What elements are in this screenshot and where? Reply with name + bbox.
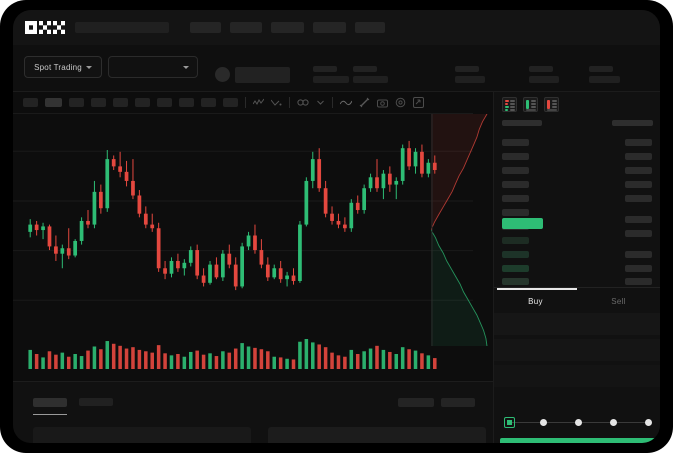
trade-tab-active-indicator bbox=[497, 288, 577, 290]
orderbook-ask-amount-3 bbox=[625, 167, 652, 174]
compare-icon[interactable] bbox=[271, 98, 282, 107]
orders-row-1[interactable] bbox=[33, 427, 251, 443]
volume-chart bbox=[13, 321, 473, 381]
market-stat-3 bbox=[455, 66, 485, 83]
chevron-down-icon bbox=[183, 66, 189, 69]
alert-icon[interactable] bbox=[395, 97, 406, 108]
settings-icon[interactable] bbox=[297, 98, 309, 107]
orders-action-1[interactable] bbox=[398, 398, 434, 407]
market-type-selector[interactable]: Spot Trading bbox=[24, 56, 102, 78]
submit-buy-button[interactable] bbox=[500, 438, 656, 443]
timeframe-10[interactable] bbox=[223, 98, 238, 107]
orderbook-header-price bbox=[502, 120, 542, 126]
fullscreen-icon[interactable] bbox=[413, 97, 424, 108]
orderbook-ask-amount-2 bbox=[625, 153, 652, 160]
timeframe-6[interactable] bbox=[135, 98, 150, 107]
timeframe-8[interactable] bbox=[179, 98, 194, 107]
timeframe-2[interactable] bbox=[45, 98, 62, 107]
trade-form-field-3[interactable] bbox=[494, 365, 660, 387]
pair-search-input[interactable] bbox=[108, 56, 198, 78]
last-price-value bbox=[235, 67, 290, 83]
timeframe-3[interactable] bbox=[69, 98, 84, 107]
timeframe-4[interactable] bbox=[91, 98, 106, 107]
orders-action-2[interactable] bbox=[441, 398, 475, 407]
top-navigation-bar bbox=[13, 10, 660, 45]
timeframe-7[interactable] bbox=[157, 98, 172, 107]
market-type-label: Spot Trading bbox=[34, 62, 82, 72]
nav-item-4[interactable] bbox=[313, 22, 346, 33]
orderbook-bid-price-3[interactable] bbox=[502, 265, 529, 272]
orderbook-ask-amount-7 bbox=[625, 230, 652, 237]
market-stat-5 bbox=[589, 66, 620, 83]
orderbook-bid-price-2[interactable] bbox=[502, 251, 529, 258]
chevron-down-icon[interactable] bbox=[316, 98, 325, 107]
timeframe-5[interactable] bbox=[113, 98, 128, 107]
stepper-node-5[interactable] bbox=[645, 419, 652, 426]
nav-item-1[interactable] bbox=[190, 22, 221, 33]
line-chart-icon[interactable] bbox=[340, 98, 352, 107]
trade-form-field-2[interactable] bbox=[494, 339, 660, 361]
orderbook-ask-price-3[interactable] bbox=[502, 167, 529, 174]
indicator-icon[interactable] bbox=[253, 98, 264, 107]
orderbook-header-amount bbox=[612, 120, 653, 126]
candlestick-chart[interactable] bbox=[13, 114, 473, 321]
orderbook-ask-amount-4 bbox=[625, 181, 652, 188]
camera-icon[interactable] bbox=[377, 98, 388, 108]
market-stat-2 bbox=[353, 66, 388, 83]
trade-form-field-1[interactable] bbox=[494, 313, 660, 335]
orderbook-ask-amount-6 bbox=[625, 216, 652, 223]
nav-item-3[interactable] bbox=[271, 22, 304, 33]
global-search-input[interactable] bbox=[75, 22, 169, 33]
orderbook-best-price[interactable] bbox=[502, 218, 543, 229]
nav-item-5[interactable] bbox=[355, 22, 385, 33]
orderbook-layout-toggle-group bbox=[502, 97, 559, 112]
orderbook-bid-amount-3 bbox=[625, 265, 652, 272]
orders-tab-active-indicator bbox=[33, 414, 67, 415]
orders-panel bbox=[13, 381, 493, 443]
orderbook-bid-amount-4 bbox=[625, 278, 652, 285]
orderbook-bid-amount-2 bbox=[625, 251, 652, 258]
timeframe-9[interactable] bbox=[201, 98, 216, 107]
orderbook-ask-price-2[interactable] bbox=[502, 153, 529, 160]
toolbar-divider bbox=[332, 97, 333, 108]
stepper-node-3[interactable] bbox=[575, 419, 582, 426]
orderbook-ask-amount-1 bbox=[625, 139, 652, 146]
toolbar-divider bbox=[289, 97, 290, 108]
chevron-down-icon bbox=[85, 65, 92, 69]
chart-toolbar bbox=[13, 92, 473, 114]
app-screen: Spot Trading bbox=[13, 10, 660, 443]
orderbook-ask-price-4[interactable] bbox=[502, 181, 529, 188]
orders-row-2[interactable] bbox=[268, 427, 486, 443]
orders-tab-history[interactable] bbox=[79, 398, 113, 406]
orderbook-bids-icon[interactable] bbox=[523, 97, 538, 112]
market-stat-1 bbox=[313, 66, 349, 83]
stepper-node-2[interactable] bbox=[540, 419, 547, 426]
tab-buy[interactable]: Buy bbox=[528, 296, 543, 306]
orders-tab-open[interactable] bbox=[33, 398, 67, 407]
trade-form-tabs: Buy Sell bbox=[494, 287, 660, 313]
stepper-node-4[interactable] bbox=[610, 419, 617, 426]
orderbook-asks-icon[interactable] bbox=[544, 97, 559, 112]
nav-item-2[interactable] bbox=[230, 22, 262, 33]
toolbar-divider bbox=[245, 97, 246, 108]
orderbook-bid-price-1[interactable] bbox=[502, 237, 529, 244]
orderbook-both-icon[interactable] bbox=[502, 97, 517, 112]
orderbook-ask-price-5[interactable] bbox=[502, 195, 529, 202]
coin-avatar-icon bbox=[215, 67, 230, 82]
stepper-node-1[interactable] bbox=[504, 417, 515, 428]
orderbook-bid-price-4[interactable] bbox=[502, 278, 529, 285]
amount-percent-stepper[interactable] bbox=[504, 417, 654, 429]
orderbook-ask-amount-5 bbox=[625, 195, 652, 202]
okx-logo-icon[interactable] bbox=[25, 21, 65, 34]
measure-icon[interactable] bbox=[359, 97, 370, 108]
timeframe-1[interactable] bbox=[23, 98, 38, 107]
orderbook-ask-price-1[interactable] bbox=[502, 139, 529, 146]
orderbook-and-trade-panel: Buy Sell bbox=[493, 92, 660, 443]
market-stat-4 bbox=[529, 66, 559, 83]
orderbook-ask-price-6[interactable] bbox=[502, 209, 529, 216]
tab-sell[interactable]: Sell bbox=[611, 296, 626, 306]
